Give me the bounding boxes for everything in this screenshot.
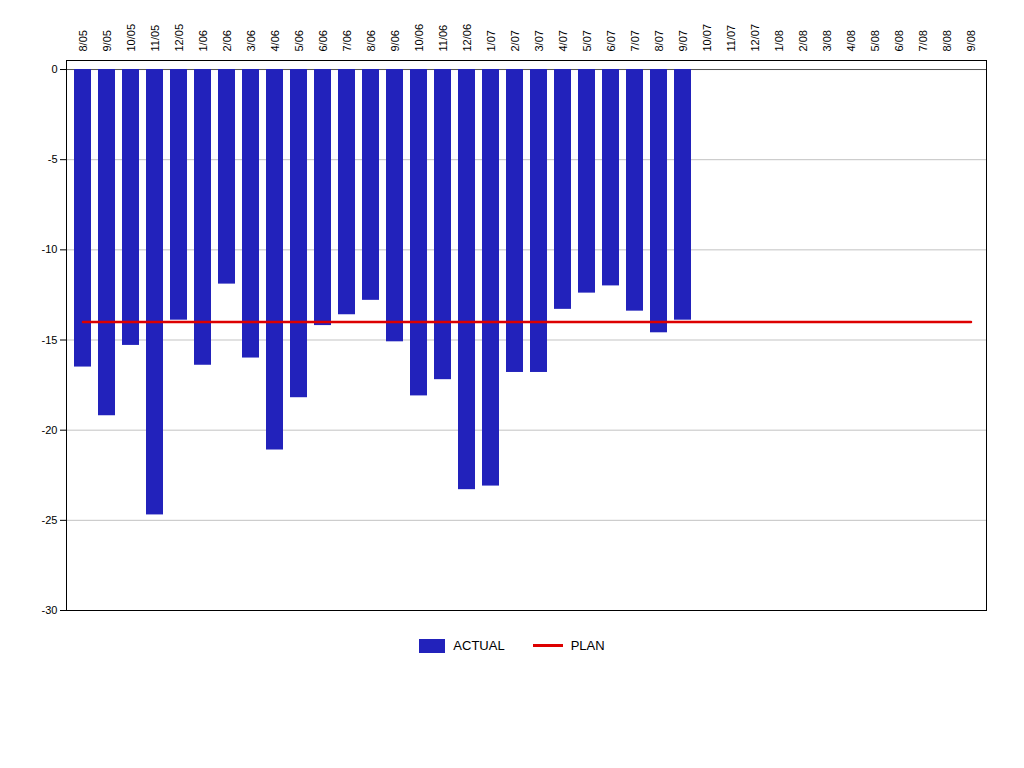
svg-text:3/08: 3/08 [821, 30, 833, 51]
svg-text:8/07: 8/07 [653, 30, 665, 51]
svg-text:-10: -10 [42, 243, 58, 255]
svg-text:9/05: 9/05 [101, 30, 113, 51]
svg-text:12/07: 12/07 [749, 24, 761, 52]
svg-text:9/06: 9/06 [389, 30, 401, 51]
svg-text:10/06: 10/06 [413, 24, 425, 52]
svg-text:-15: -15 [42, 334, 58, 346]
svg-text:5/07: 5/07 [581, 30, 593, 51]
svg-text:4/06: 4/06 [269, 30, 281, 51]
svg-text:5/06: 5/06 [293, 30, 305, 51]
svg-text:12/05: 12/05 [173, 24, 185, 52]
svg-text:2/08: 2/08 [797, 30, 809, 51]
svg-text:7/08: 7/08 [917, 30, 929, 51]
svg-text:4/08: 4/08 [845, 30, 857, 51]
html-text:ACTUAL: ACTUAL [453, 638, 505, 653]
svg-text:6/07: 6/07 [605, 30, 617, 51]
svg-text:11/07: 11/07 [725, 25, 737, 52]
svg-text:2/07: 2/07 [509, 30, 521, 51]
svg-text:1/07: 1/07 [485, 30, 497, 51]
svg-text:8/05: 8/05 [77, 30, 89, 51]
svg-text:-25: -25 [42, 514, 58, 526]
svg-text:11/06: 11/06 [437, 25, 449, 52]
svg-text:9/07: 9/07 [677, 30, 689, 51]
svg-text:4/07: 4/07 [557, 30, 569, 51]
svg-text:1/06: 1/06 [197, 30, 209, 51]
html-text:PLAN: PLAN [570, 638, 605, 653]
svg-text:6/08: 6/08 [893, 30, 905, 51]
svg-text:10/05: 10/05 [125, 24, 137, 52]
svg-text:0: 0 [51, 63, 57, 75]
svg-text:8/06: 8/06 [365, 30, 377, 51]
svg-text:-5: -5 [48, 153, 58, 165]
svg-text:1/08: 1/08 [773, 30, 785, 51]
svg-text:12/06: 12/06 [461, 24, 473, 52]
svg-text:9/08: 9/08 [965, 30, 977, 51]
svg-text:-20: -20 [42, 424, 58, 436]
svg-text:-30: -30 [42, 604, 58, 616]
svg-text:7/07: 7/07 [629, 30, 641, 51]
svg-text:6/06: 6/06 [317, 30, 329, 51]
svg-text:5/08: 5/08 [869, 30, 881, 51]
svg-text:11/05: 11/05 [149, 25, 161, 52]
svg-text:8/08: 8/08 [941, 30, 953, 51]
svg-text:3/06: 3/06 [245, 30, 257, 51]
svg-text:2/06: 2/06 [221, 30, 233, 51]
svg-text:10/07: 10/07 [701, 24, 713, 52]
svg-text:7/06: 7/06 [341, 30, 353, 51]
svg-text:3/07: 3/07 [533, 30, 545, 51]
